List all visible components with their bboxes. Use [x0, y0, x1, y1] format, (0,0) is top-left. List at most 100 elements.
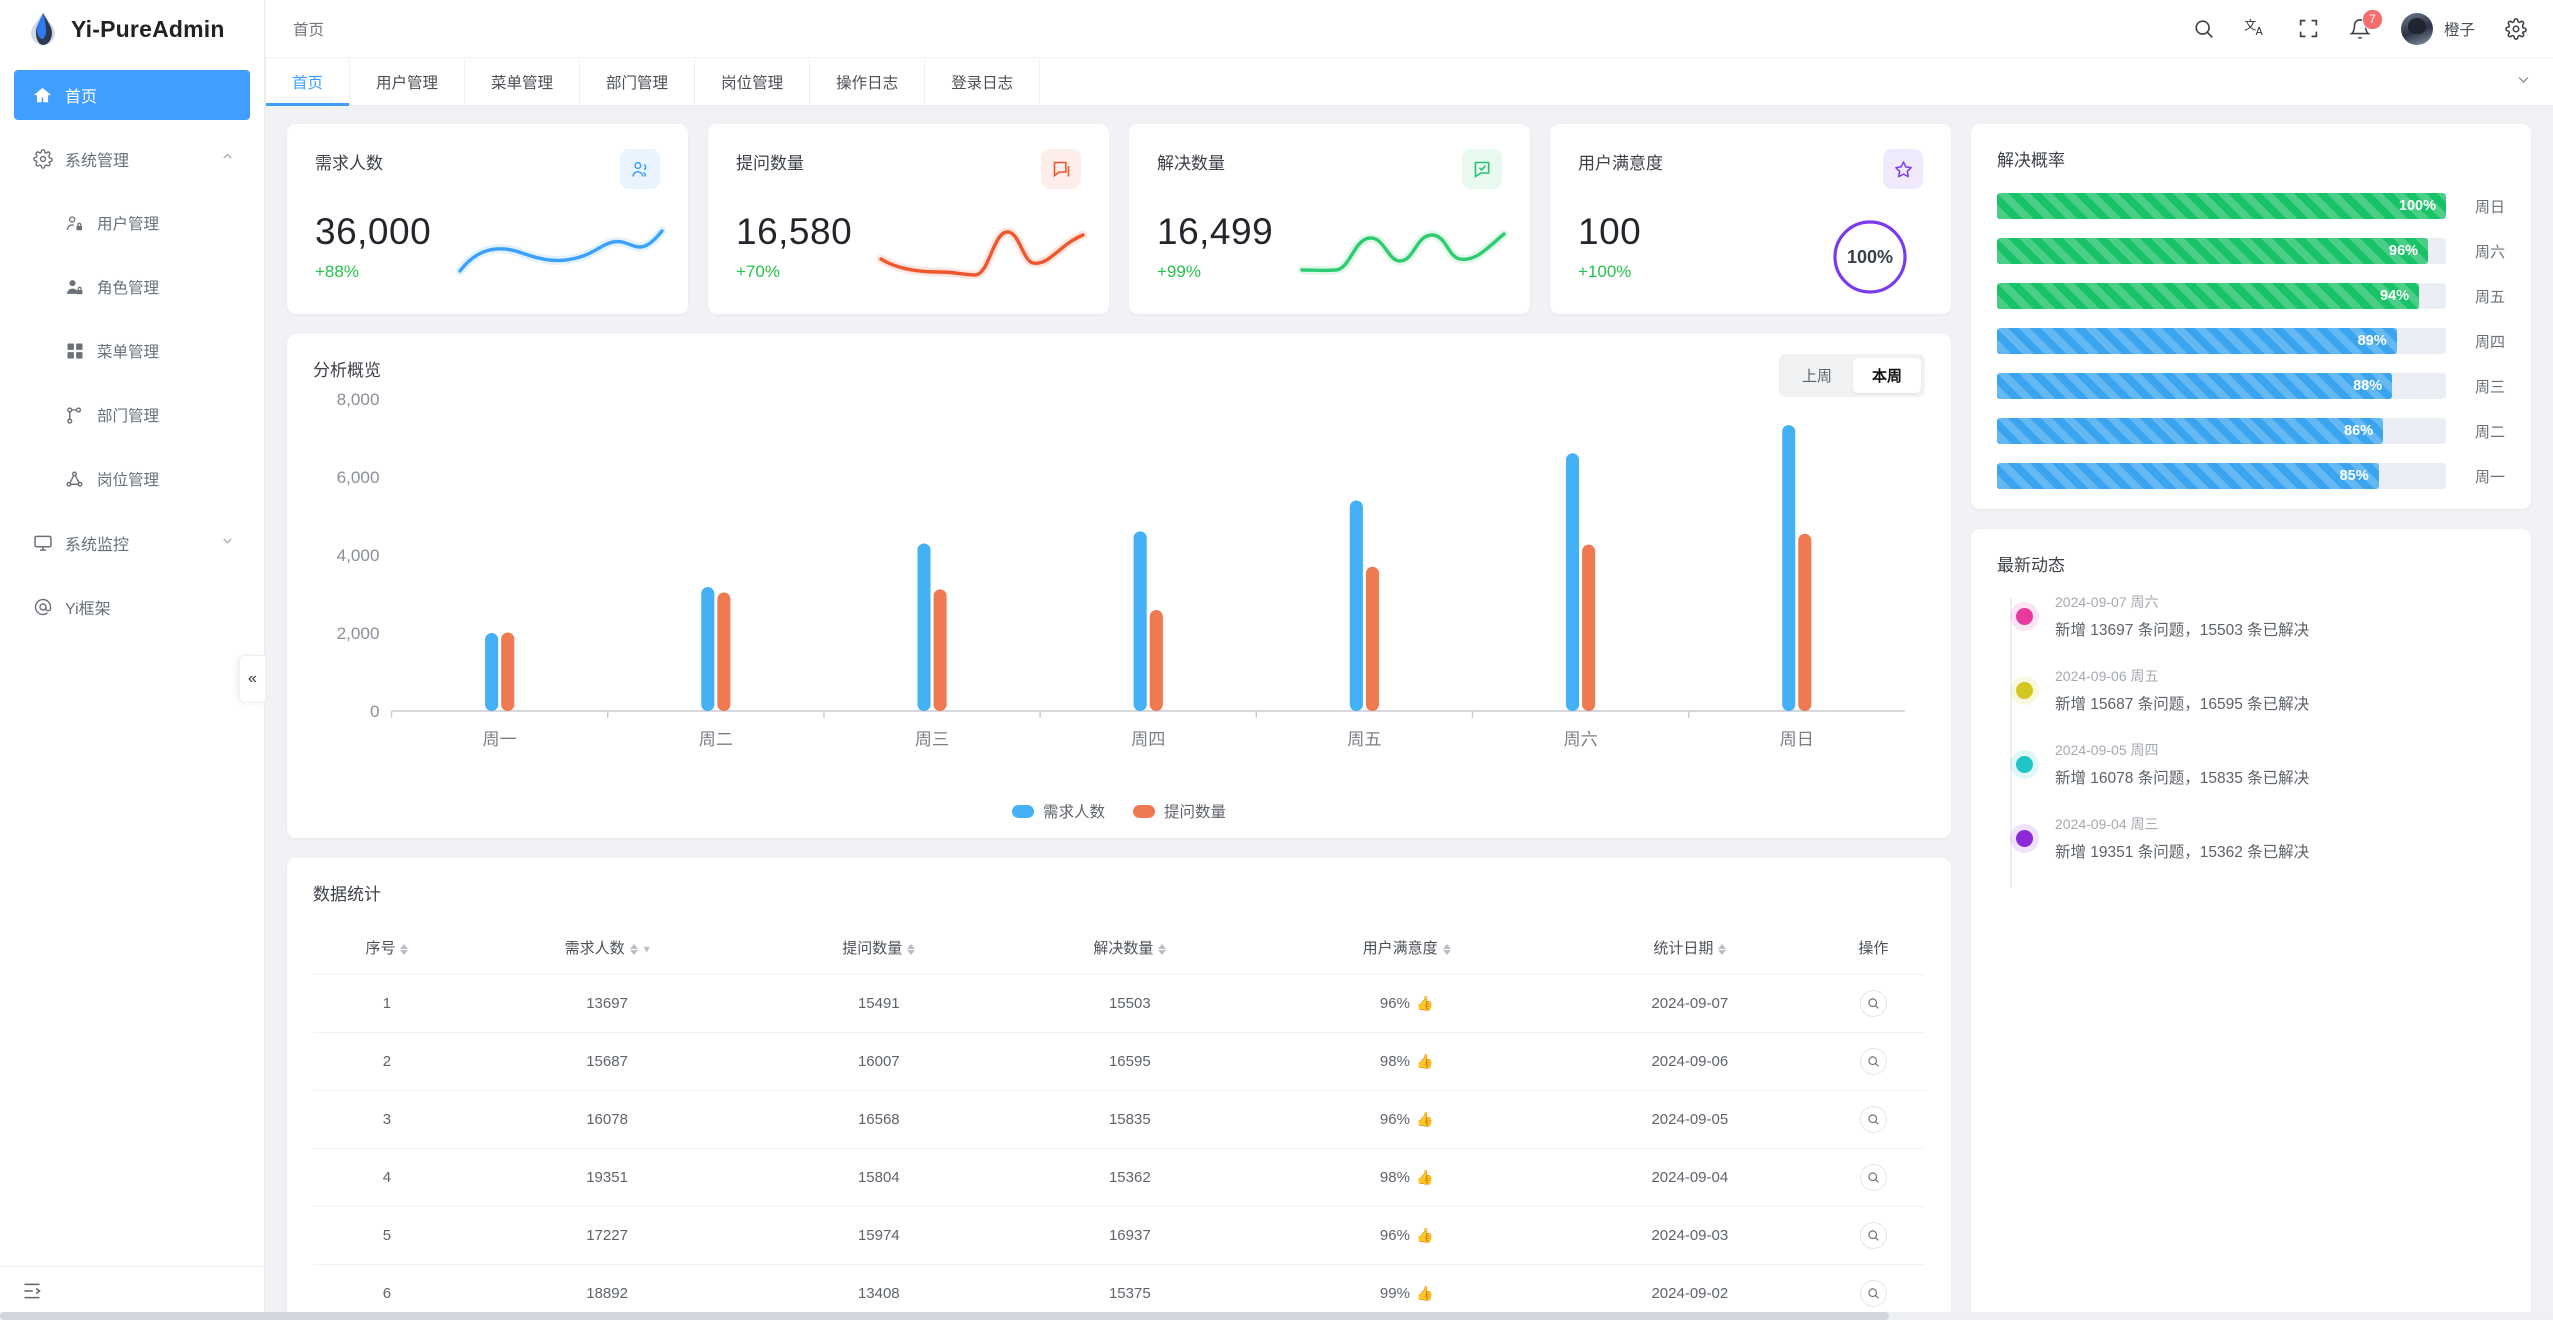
- probability-row: 94% 周五: [1997, 283, 2505, 309]
- star-icon: [1883, 149, 1923, 189]
- cell-solved: 15835: [1004, 1090, 1256, 1149]
- timeline-item: 2024-09-07 周六 新增 13697 条问题，15503 条已解决: [2011, 592, 2505, 666]
- cell-index: 3: [313, 1090, 461, 1149]
- probability-value: 89%: [2357, 333, 2387, 349]
- table-row[interactable]: 3 16078 16568 15835 96% 👍 2024-09-05: [313, 1090, 1925, 1149]
- filter-icon[interactable]: ▾: [643, 942, 650, 956]
- row-search-button[interactable]: [1859, 990, 1887, 1017]
- probability-label: 周四: [2474, 333, 2505, 351]
- settings-gear-icon[interactable]: [2505, 17, 2527, 40]
- probability-track: 88%: [1997, 373, 2446, 399]
- timeline-date: 2024-09-04 周三: [2055, 816, 2159, 832]
- donut-progress: 100%: [1829, 216, 1911, 298]
- sidebar-footer: [0, 1266, 264, 1320]
- sidebar-item-menu-management[interactable]: 菜单管理: [14, 326, 250, 376]
- tab-menu-management[interactable]: 菜单管理: [465, 58, 581, 105]
- tabbar-more-button[interactable]: [2494, 58, 2553, 105]
- brand[interactable]: Yi-PureAdmin: [0, 0, 264, 58]
- probability-value: 100%: [2398, 198, 2436, 214]
- legend-item-demand[interactable]: 需求人数: [1011, 800, 1105, 822]
- probability-label: 周一: [2474, 468, 2505, 486]
- tabbar: 首页 用户管理 菜单管理 部门管理 岗位管理 操作日志 登录日志: [265, 58, 2553, 106]
- probability-fill: 85%: [1997, 463, 2379, 489]
- tab-user-management[interactable]: 用户管理: [350, 58, 466, 105]
- row-search-button[interactable]: [1859, 1280, 1887, 1307]
- col-demand[interactable]: 需求人数 ▾: [461, 925, 753, 975]
- tab-post-management[interactable]: 岗位管理: [695, 58, 811, 105]
- svg-text:周日: 周日: [1780, 730, 1814, 749]
- sidebar-item-system-management[interactable]: 系统管理: [14, 134, 250, 184]
- user-menu[interactable]: 橙子: [2400, 12, 2475, 45]
- table-row[interactable]: 1 13697 15491 15503 96% 👍 2024-09-07: [313, 974, 1925, 1033]
- col-index[interactable]: 序号: [313, 925, 461, 975]
- probability-row: 96% 周六: [1997, 238, 2505, 264]
- sort-icon[interactable]: [629, 943, 638, 955]
- sidebar-collapse-button[interactable]: «: [239, 655, 265, 703]
- tab-home[interactable]: 首页: [265, 58, 351, 106]
- sidebar-item-label: 岗位管理: [97, 472, 160, 489]
- sidebar-item-role-management[interactable]: 角色管理: [14, 262, 250, 312]
- cell-solved: 16937: [1004, 1206, 1256, 1265]
- svg-text:2,000: 2,000: [337, 624, 380, 643]
- bell-icon[interactable]: 7: [2349, 8, 2383, 40]
- table-row[interactable]: 5 17227 15974 16937 96% 👍 2024-09-03: [313, 1206, 1925, 1265]
- probability-value: 88%: [2353, 378, 2383, 394]
- svg-text:周四: 周四: [1131, 730, 1165, 749]
- probability-fill: 96%: [1997, 238, 2429, 264]
- probability-title: 解决概率: [1997, 151, 2065, 170]
- timeline-date: 2024-09-07 周六: [2055, 594, 2159, 610]
- cell-solved: 15362: [1004, 1148, 1256, 1207]
- segment-this-week[interactable]: 本周: [1852, 358, 1921, 393]
- col-satisfaction[interactable]: 用户满意度: [1255, 925, 1558, 975]
- row-search-button[interactable]: [1859, 1048, 1887, 1075]
- timeline-text: 新增 19351 条问题，15362 条已解决: [2055, 844, 2310, 861]
- tab-department-management[interactable]: 部门管理: [580, 58, 696, 105]
- sort-icon[interactable]: [1718, 943, 1727, 955]
- probability-label: 周五: [2474, 288, 2505, 306]
- segment-last-week[interactable]: 上周: [1801, 368, 1832, 385]
- scrollbar-thumb[interactable]: [0, 1312, 1890, 1320]
- sort-icon[interactable]: [907, 943, 916, 955]
- stat-label: 解决数量: [1157, 154, 1225, 173]
- row-search-button[interactable]: [1859, 1106, 1887, 1133]
- tab-login-log[interactable]: 登录日志: [925, 58, 1041, 105]
- translate-icon[interactable]: 文 A: [2245, 17, 2268, 40]
- col-questions[interactable]: 提问数量: [753, 925, 1004, 975]
- table-row[interactable]: 2 15687 16007 16595 98% 👍 2024-09-06: [313, 1032, 1925, 1091]
- row-search-button[interactable]: [1859, 1164, 1887, 1191]
- indent-icon[interactable]: [22, 1281, 42, 1306]
- sort-icon[interactable]: [400, 943, 409, 955]
- stat-delta: +99%: [1157, 262, 1201, 281]
- sidebar-item-department-management[interactable]: 部门管理: [14, 390, 250, 440]
- cell-questions: 16568: [753, 1090, 1005, 1149]
- sidebar-item-yi-framework[interactable]: Yi框架: [14, 582, 250, 632]
- fullscreen-icon[interactable]: [2298, 18, 2319, 39]
- stat-value: 16,580: [736, 211, 853, 252]
- cell-demand: 17227: [460, 1206, 754, 1265]
- table-title: 数据统计: [313, 885, 381, 904]
- cell-satisfaction: 96% 👍: [1255, 1090, 1558, 1149]
- table-row[interactable]: 4 19351 15804 15362 98% 👍 2024-09-04: [313, 1148, 1925, 1207]
- col-solved[interactable]: 解决数量: [1004, 925, 1255, 975]
- sidebar-item-post-management[interactable]: 岗位管理: [14, 454, 250, 504]
- tab-label: 菜单管理: [491, 74, 554, 92]
- col-label: 解决数量: [1093, 940, 1154, 957]
- legend-item-questions[interactable]: 提问数量: [1133, 800, 1226, 822]
- tab-label: 岗位管理: [721, 74, 784, 92]
- tab-operation-log[interactable]: 操作日志: [810, 58, 926, 105]
- cell-demand: 13697: [460, 974, 754, 1033]
- sidebar-item-label: 部门管理: [97, 408, 160, 425]
- sidebar-item-home[interactable]: 首页: [14, 70, 250, 120]
- search-icon[interactable]: [2193, 18, 2215, 40]
- sidebar-item-user-management[interactable]: 用户管理: [14, 198, 250, 248]
- sort-icon[interactable]: [1442, 943, 1451, 955]
- breadcrumb[interactable]: 首页: [293, 21, 325, 39]
- sidebar-item-system-monitor[interactable]: 系统监控: [14, 518, 250, 568]
- tab-label: 操作日志: [836, 74, 899, 92]
- horizontal-scrollbar[interactable]: [0, 1312, 2553, 1320]
- row-search-button[interactable]: [1859, 1222, 1887, 1249]
- col-date[interactable]: 统计日期: [1558, 925, 1822, 975]
- table-row[interactable]: 6 18892 13408 15375 99% 👍 2024-09-02: [313, 1264, 1925, 1320]
- probability-label: 周六: [2474, 243, 2505, 261]
- sort-icon[interactable]: [1158, 943, 1167, 955]
